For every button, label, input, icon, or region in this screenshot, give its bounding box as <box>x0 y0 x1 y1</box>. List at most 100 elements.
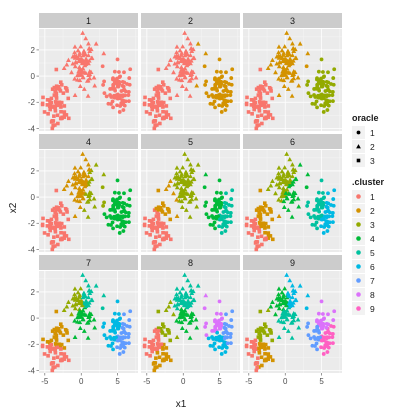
data-point <box>163 91 168 95</box>
data-point <box>313 223 317 227</box>
data-point <box>179 83 185 89</box>
data-point <box>318 93 322 98</box>
data-point <box>161 221 166 226</box>
data-point <box>61 333 66 337</box>
data-point <box>193 196 199 201</box>
data-point <box>80 75 86 80</box>
data-point <box>251 346 256 351</box>
data-point <box>290 45 296 51</box>
data-point <box>277 59 283 64</box>
data-point <box>259 345 264 350</box>
data-point <box>118 225 123 229</box>
data-point <box>276 213 282 219</box>
data-point <box>312 93 316 97</box>
data-point <box>276 197 282 202</box>
data-point <box>326 70 330 75</box>
data-point <box>249 103 254 107</box>
data-point <box>285 328 291 333</box>
data-point <box>305 50 311 56</box>
data-point <box>217 103 221 108</box>
data-point <box>92 83 98 88</box>
data-point <box>305 204 310 208</box>
data-point <box>276 92 282 98</box>
data-point <box>75 290 81 295</box>
data-point <box>263 351 267 356</box>
data-point <box>293 297 299 302</box>
data-point <box>276 76 282 81</box>
data-point <box>54 328 59 333</box>
data-point <box>204 321 208 326</box>
data-point <box>126 331 131 336</box>
data-point <box>326 103 331 108</box>
data-point <box>262 89 267 93</box>
data-point <box>206 215 211 220</box>
data-point <box>159 87 164 91</box>
data-point <box>174 286 180 291</box>
data-point <box>265 333 270 337</box>
data-point <box>258 221 263 226</box>
data-point <box>54 217 59 221</box>
panel-points <box>142 151 235 252</box>
data-point <box>252 344 257 348</box>
data-point <box>78 56 84 61</box>
data-point <box>72 76 78 81</box>
data-point <box>58 322 63 327</box>
data-point <box>287 312 293 317</box>
data-point <box>113 330 118 335</box>
data-point <box>204 200 208 205</box>
data-point <box>59 230 63 235</box>
data-point <box>156 67 161 72</box>
legend-cluster: .cluster 1 2 3 4 5 6 7 8 9 <box>352 177 385 315</box>
facet-strip-label: 2 <box>188 16 193 26</box>
data-point <box>256 214 261 218</box>
data-point <box>48 349 52 354</box>
data-point <box>86 166 92 172</box>
data-point <box>174 197 180 202</box>
data-point <box>156 212 161 217</box>
data-point <box>168 299 173 304</box>
legend-color-swatch <box>356 292 361 297</box>
data-point <box>152 361 157 365</box>
data-point <box>153 123 157 128</box>
data-point <box>156 326 161 331</box>
data-point <box>66 338 71 343</box>
data-point <box>142 223 147 228</box>
data-point <box>213 347 217 352</box>
data-point <box>62 234 67 238</box>
data-point <box>254 240 259 244</box>
data-point <box>296 83 302 88</box>
data-point <box>271 237 275 242</box>
data-point <box>122 103 127 108</box>
data-point <box>151 338 156 343</box>
data-point <box>325 350 330 354</box>
data-point <box>87 313 93 319</box>
data-point <box>263 325 268 329</box>
data-point <box>123 220 128 225</box>
data-point <box>156 335 161 340</box>
data-point <box>115 299 120 304</box>
data-point <box>263 83 268 87</box>
data-point <box>77 83 83 89</box>
data-point <box>213 83 218 88</box>
data-point <box>257 89 261 94</box>
data-point <box>152 119 157 123</box>
data-point <box>115 202 120 207</box>
data-point <box>253 96 258 101</box>
data-point <box>295 317 301 322</box>
panel-points <box>40 151 133 252</box>
data-point <box>258 96 263 100</box>
data-point <box>164 110 169 114</box>
data-point <box>115 345 119 350</box>
data-point <box>82 172 87 177</box>
data-point <box>174 334 180 340</box>
data-point <box>72 92 78 98</box>
data-point <box>325 108 330 112</box>
data-point <box>112 190 117 195</box>
data-point <box>290 287 296 293</box>
data-point <box>161 105 165 109</box>
data-point <box>66 57 71 62</box>
data-point <box>53 331 57 336</box>
data-point <box>87 71 93 77</box>
data-point <box>156 86 161 91</box>
data-point <box>157 113 162 118</box>
